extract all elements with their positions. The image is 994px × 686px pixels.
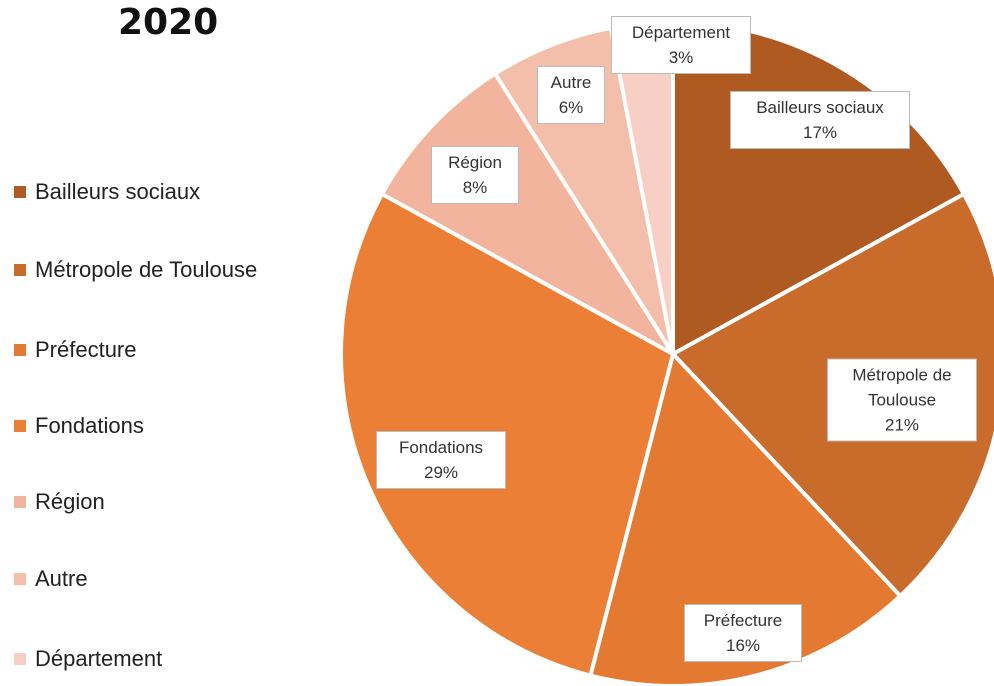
data-label-name: Département (631, 23, 731, 42)
data-label-name: Métropole de Toulouse (852, 365, 952, 410)
data-label: Région 8% (431, 146, 519, 204)
legend-item: Fondations (14, 413, 144, 439)
legend-label: Fondations (35, 413, 144, 438)
legend-item: Autre (14, 566, 88, 592)
pie-slice (339, 191, 676, 679)
legend-swatch (14, 264, 26, 276)
data-label-value: 3% (668, 48, 694, 67)
legend-swatch (14, 496, 26, 508)
data-label-name: Bailleurs sociaux (756, 98, 884, 117)
pie-slice (379, 70, 675, 356)
data-label: Préfecture 16% (684, 604, 802, 662)
legend-label: Métropole de Toulouse (35, 257, 258, 282)
data-label-name: Région (448, 153, 502, 172)
legend-label: Préfecture (35, 337, 137, 362)
data-label-name: Préfecture (703, 611, 783, 630)
data-label-value: 6% (558, 98, 584, 117)
legend-swatch (14, 186, 26, 198)
data-label-value: 29% (423, 463, 459, 482)
data-label: Bailleurs sociaux 17% (730, 91, 910, 149)
legend-swatch (14, 653, 26, 665)
data-label: Département 3% (611, 16, 751, 74)
legend-label: Région (35, 489, 105, 514)
chart-title: 2020 (118, 2, 219, 43)
data-label-value: 21% (884, 415, 920, 435)
legend-label: Autre (35, 566, 88, 591)
legend-item: Région (14, 489, 105, 515)
data-label: Métropole de Toulouse 21% (827, 358, 977, 442)
legend-item: Département (14, 646, 162, 672)
data-label: Autre 6% (537, 66, 605, 124)
legend-label: Bailleurs sociaux (35, 179, 201, 204)
data-label-value: 8% (462, 178, 488, 197)
data-label-value: 16% (725, 636, 761, 655)
data-label-value: 17% (802, 123, 838, 142)
legend-item: Préfecture (14, 337, 137, 363)
data-label-name: Autre (550, 73, 592, 92)
legend-item: Métropole de Toulouse (14, 257, 257, 283)
legend-swatch (14, 344, 26, 356)
data-label-name: Fondations (398, 438, 484, 457)
legend-label: Département (35, 646, 163, 671)
legend-swatch (14, 420, 26, 432)
legend-swatch (14, 573, 26, 585)
data-label: Fondations 29% (376, 431, 506, 489)
pie-slice (588, 349, 904, 686)
legend-item: Bailleurs sociaux (14, 179, 200, 205)
